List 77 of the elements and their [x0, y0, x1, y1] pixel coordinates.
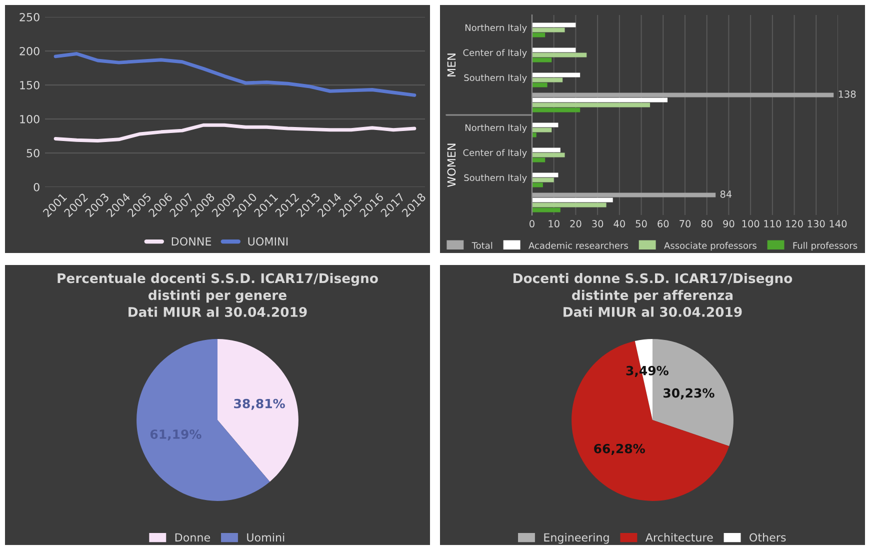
x-tick-label: 110	[764, 220, 782, 228]
pie-slice	[218, 339, 298, 482]
bar	[532, 148, 560, 152]
bar	[532, 72, 580, 78]
data-label: 84	[720, 190, 732, 198]
bar	[532, 82, 548, 88]
legend-label: Associate professors	[664, 242, 756, 251]
y-tick-label: 150	[20, 80, 40, 90]
x-tick-label: 40	[614, 220, 625, 228]
y-tick-label: Northern Italy	[465, 24, 527, 33]
bar	[532, 32, 546, 38]
bar	[532, 192, 716, 198]
y-tick-label: 200	[20, 46, 40, 56]
chart-title: Docenti donne S.S.D. ICAR17/Disegno distinte per afferenza Dati MIUR al 30.04.2019	[514, 273, 792, 317]
y-tick-label: 250	[20, 12, 40, 22]
y-tick-label: Northern Italy	[465, 124, 527, 133]
bar	[532, 172, 558, 178]
bar	[532, 208, 560, 212]
bar	[532, 158, 546, 162]
bar	[532, 48, 576, 52]
y-tick-label: Southern Italy	[464, 74, 527, 83]
x-tick-label: 140	[830, 220, 847, 228]
x-tick-label: 0	[530, 220, 534, 228]
bar	[532, 122, 558, 128]
y-tick-label: Southern Italy	[464, 174, 527, 183]
pie-slice	[572, 340, 730, 501]
data-label: 30,23%	[664, 388, 714, 400]
y-tick-label: 100	[20, 114, 40, 124]
bar	[532, 98, 668, 102]
bar	[532, 92, 834, 98]
bar	[532, 78, 563, 82]
x-tick-label: 30	[592, 220, 604, 228]
bar	[532, 52, 587, 58]
bar	[532, 28, 565, 32]
x-tick-label: 80	[701, 220, 712, 228]
y-tick-label: 50	[26, 148, 40, 158]
x-tick-label: 120	[786, 220, 803, 228]
chart-title: Percentuale docenti S.S.D. ICAR17/Disegno distinti per genere Dati MIUR al 30.04.2019	[58, 273, 378, 317]
bar	[532, 182, 543, 188]
legend-label: Full professors	[793, 242, 858, 251]
legend-label: Total	[472, 242, 492, 249]
x-tick-label: 70	[680, 220, 691, 228]
x-tick-label: 10	[548, 220, 560, 228]
legend-label: UOMINI	[248, 237, 288, 246]
bar	[532, 198, 613, 202]
bar	[532, 22, 576, 28]
legend-label: Uomini	[247, 533, 284, 542]
text: WOMEN	[447, 144, 456, 187]
x-tick-label: 130	[808, 220, 825, 228]
y-tick-label: 0	[34, 182, 40, 192]
bar	[532, 108, 580, 112]
bar	[532, 152, 565, 158]
x-tick-label: 100	[742, 220, 760, 228]
bar	[532, 202, 606, 208]
line-series	[54, 123, 416, 142]
x-tick-label: 50	[636, 220, 647, 228]
legend-label: Academic researchers	[528, 242, 628, 249]
bar	[532, 128, 552, 132]
legend-label: DONNE	[172, 237, 212, 246]
line-series	[54, 52, 416, 97]
bar	[532, 102, 650, 108]
x-tick-label: 60	[658, 220, 669, 228]
bar	[532, 58, 552, 62]
legend-label: Donne	[175, 533, 210, 542]
bar	[532, 132, 536, 138]
legend-label: Engineering	[544, 533, 609, 544]
x-tick-label: 90	[723, 220, 734, 228]
y-tick-label: Center of Italy	[463, 149, 527, 158]
data-label: 38,81%	[234, 398, 285, 410]
legend-label: Others	[750, 533, 786, 542]
text: MEN	[447, 54, 456, 76]
bar	[532, 178, 554, 182]
y-tick-label: Center of Italy	[463, 49, 527, 58]
legend-label: Architecture	[645, 533, 713, 542]
data-label: 66,28%	[594, 444, 645, 455]
data-label: 138	[838, 90, 856, 98]
x-tick-label: 20	[570, 220, 582, 228]
